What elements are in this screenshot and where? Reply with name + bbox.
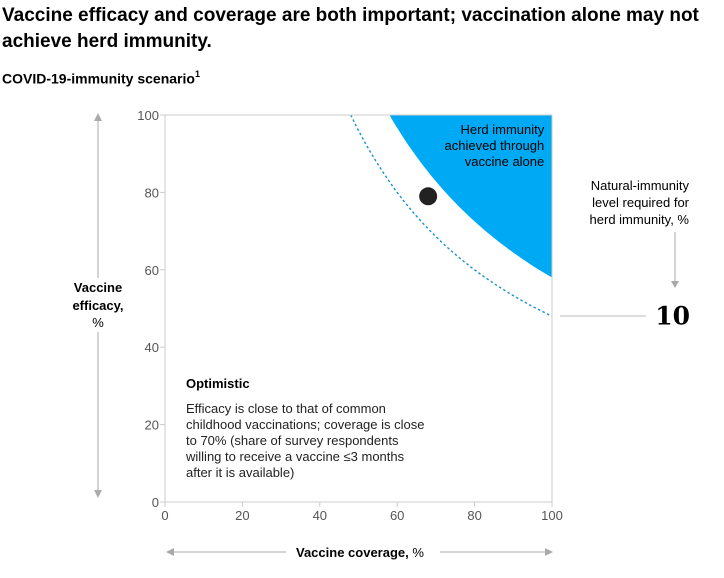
y-arrow-up-icon: [94, 113, 102, 121]
y-axis-label-line-2: efficacy,: [72, 298, 123, 313]
plot-area: 0 20 40 60 80 100 0 20 40 60 80 100 Herd immunityach…: [137, 108, 563, 523]
x-axis-label: Vaccine coverage, %: [296, 545, 424, 560]
x-arrow-right-icon: [545, 548, 553, 556]
region-label-line: achieved through: [445, 138, 545, 153]
x-tick-label: 60: [390, 508, 404, 523]
y-arrow-down-icon: [94, 490, 102, 498]
y-axis-label-line-1: Vaccine: [74, 280, 122, 295]
x-tick-label: 20: [235, 508, 249, 523]
region-label-line: Herd immunity: [460, 122, 544, 137]
region-label-line: vaccine alone: [465, 154, 545, 169]
natural-immunity-label-line-3: herd immunity, %: [590, 212, 690, 227]
annotation-line: to 70% (share of survey respondents: [186, 433, 399, 448]
y-tick-label: 20: [145, 418, 159, 433]
annotation-line: childhood vaccinations; coverage is clos…: [186, 417, 424, 432]
scenario-point: [419, 187, 438, 206]
annotation-line: after it is available): [186, 465, 294, 480]
chart-subtitle: COVID-19-immunity scenario1: [2, 69, 200, 87]
annotation-line: willing to receive a vaccine ≤3 months: [185, 449, 405, 464]
subtitle-footnote: 1: [194, 69, 200, 79]
y-tick-label: 40: [145, 340, 159, 355]
dashed-threshold-curve: [350, 114, 553, 317]
x-axis-label-main: Vaccine coverage,: [296, 545, 409, 560]
y-tick-label: 60: [145, 263, 159, 278]
y-tick-label: 100: [137, 108, 159, 123]
y-tick-label: 0: [152, 495, 159, 510]
x-tick-label: 0: [161, 508, 168, 523]
x-tick-label: 100: [541, 508, 563, 523]
natural-immunity-arrow-icon: [671, 281, 679, 288]
herd-immunity-region: [389, 115, 552, 278]
x-tick-label: 40: [313, 508, 327, 523]
chart-title: Vaccine efficacy and coverage are both i…: [2, 5, 699, 52]
y-axis-label-line-3: %: [92, 315, 104, 330]
x-arrow-left-icon: [166, 548, 174, 556]
natural-immunity-label-line-2: level required for: [592, 195, 689, 210]
annotation-heading: Optimistic: [186, 376, 250, 391]
y-label-backdrop: [70, 278, 130, 332]
natural-immunity-label-line-1: Natural-immunity: [591, 178, 690, 193]
x-axis-label-unit: %: [409, 545, 425, 560]
subtitle-text: COVID-19-immunity scenario: [2, 70, 195, 87]
y-tick-label: 80: [145, 185, 159, 200]
natural-immunity-value: 10: [655, 302, 690, 331]
annotation-line: Efficacy is close to that of common: [186, 401, 386, 416]
x-tick-label: 80: [467, 508, 481, 523]
